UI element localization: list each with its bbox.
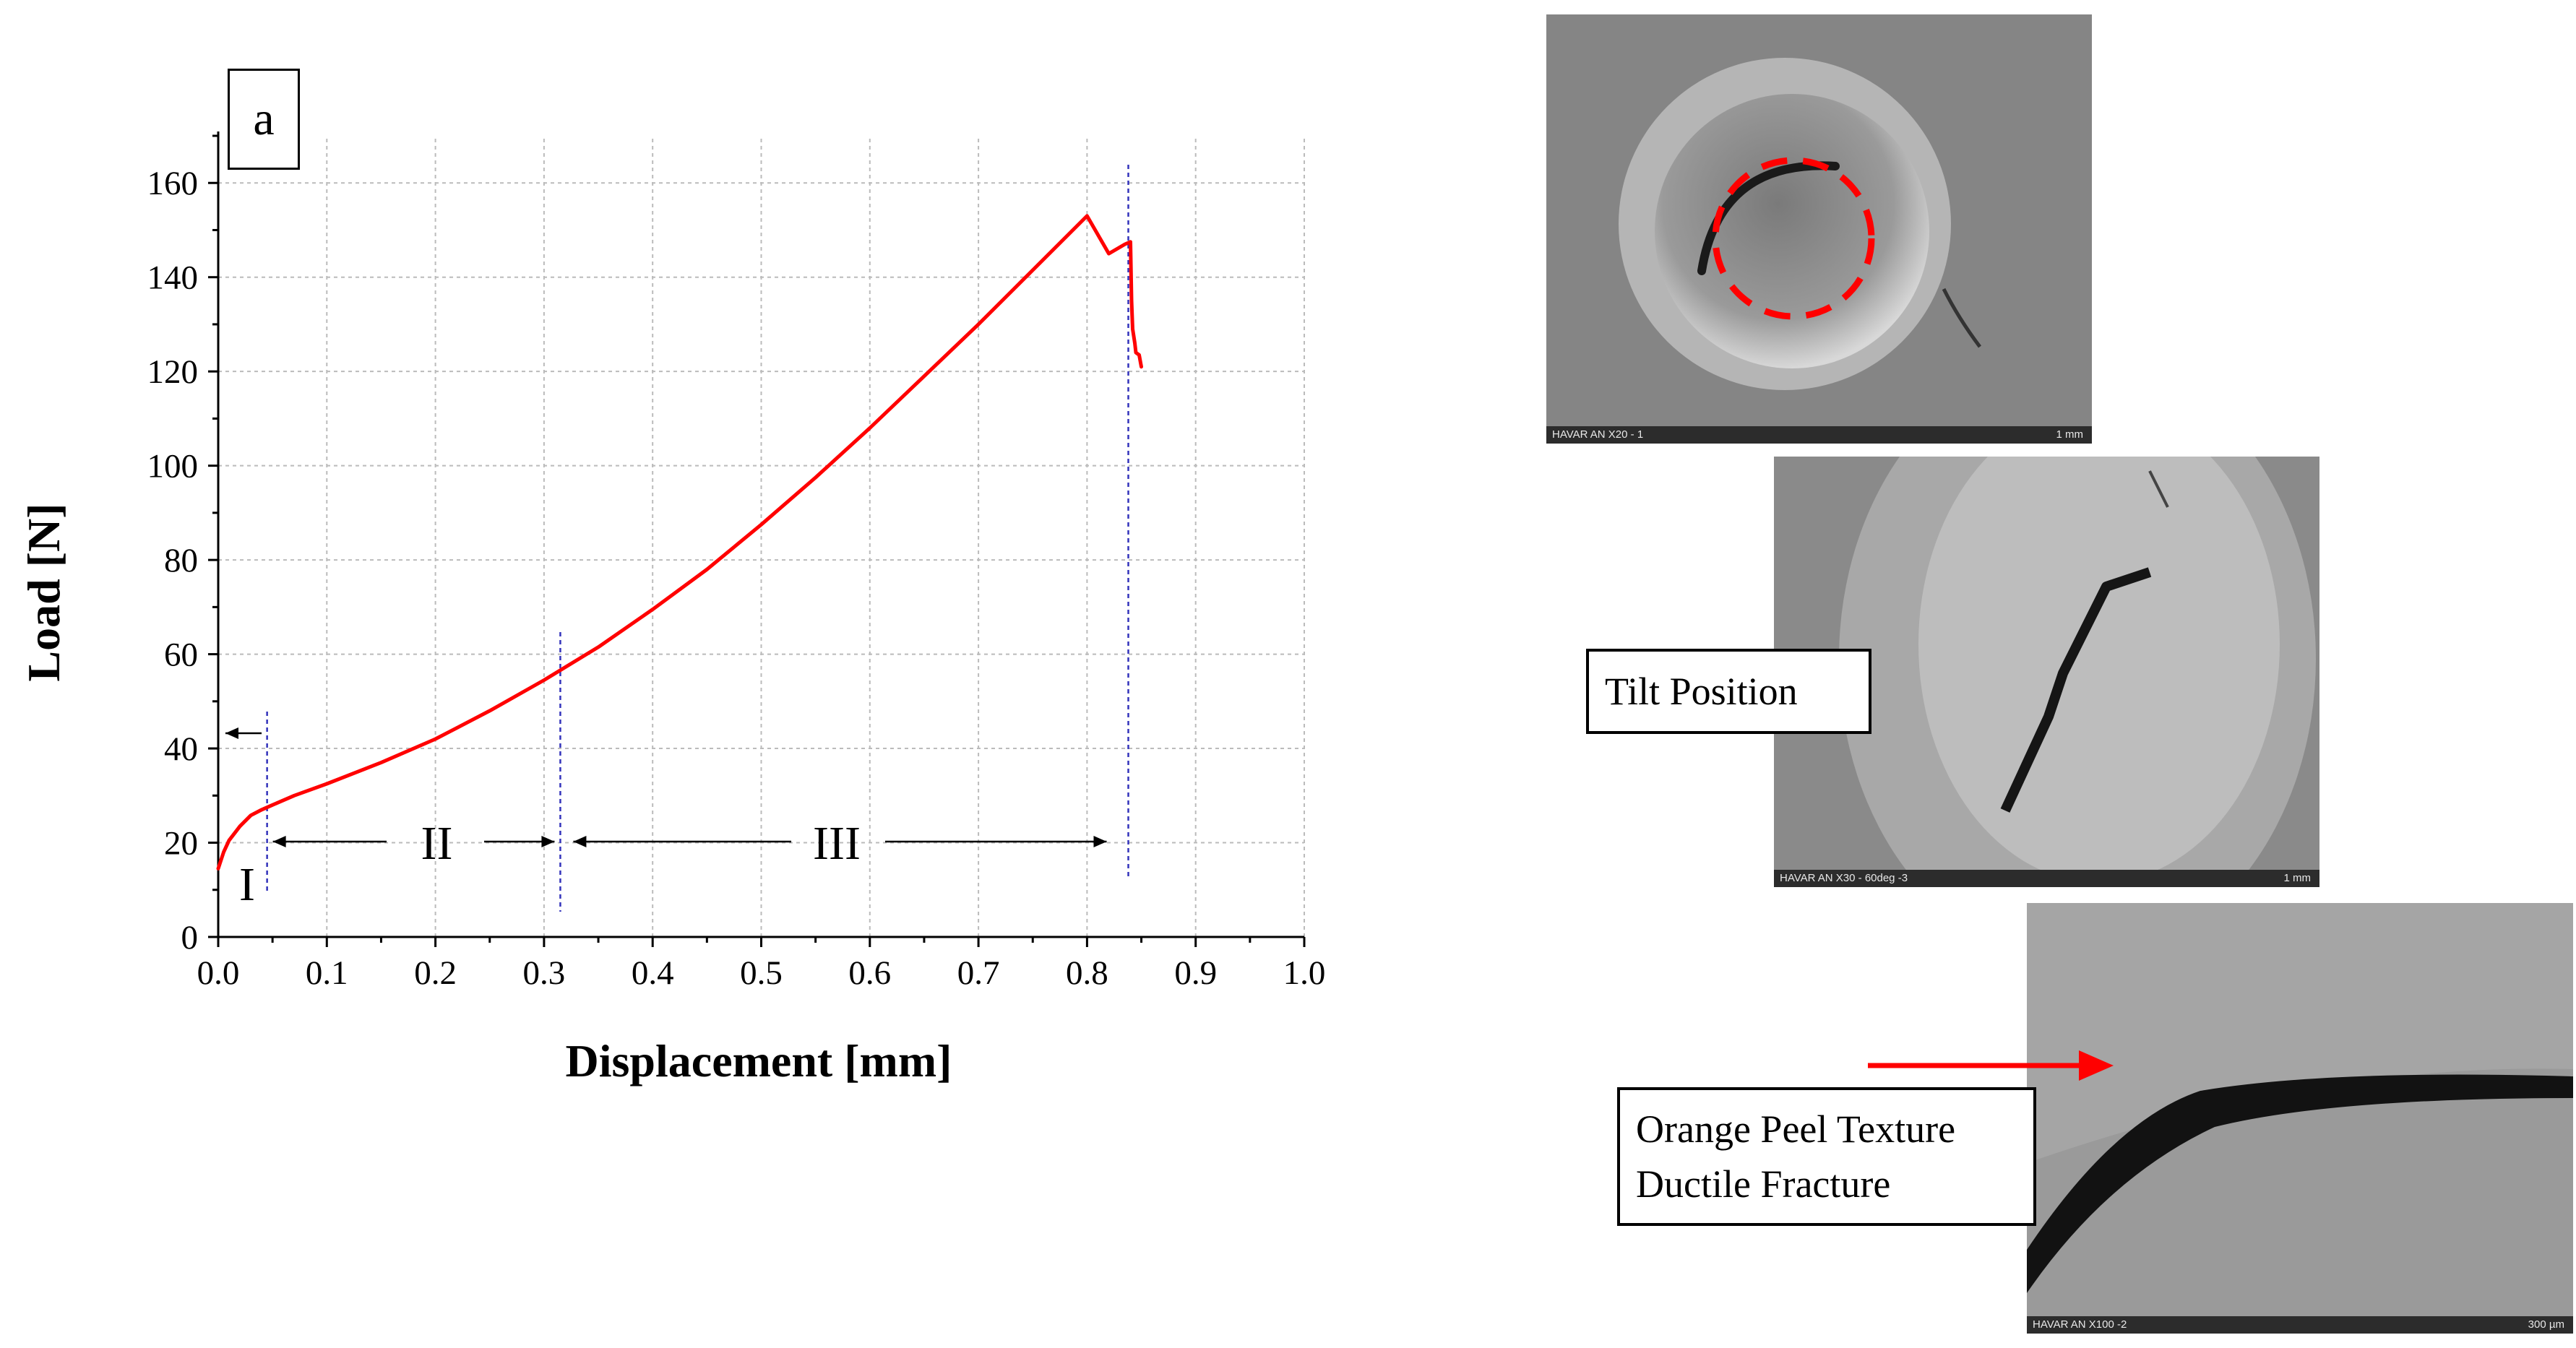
y-tick-label: 140 bbox=[147, 259, 199, 297]
arrowhead bbox=[573, 836, 587, 847]
x-tick-label: 0.7 bbox=[957, 954, 1000, 992]
arrowhead bbox=[1093, 836, 1107, 847]
sem-caption: HAVAR AN X20 - 1 bbox=[1552, 428, 1644, 441]
y-tick-label: 60 bbox=[164, 636, 198, 674]
texture-callout: Orange Peel Texture Ductile Fracture bbox=[1617, 1087, 2036, 1226]
load-curve bbox=[216, 214, 1143, 870]
load-displacement-chart: 0.0 0.1 0.2 0.3 0.4 0.5 0.6 0.7 0.8 0.9 1.0 0 20 40 60… bbox=[18, 131, 1326, 1086]
arrowhead bbox=[225, 727, 238, 739]
x-tick-label: 0.2 bbox=[414, 954, 457, 992]
sem-caption: HAVAR AN X30 - 60deg -3 bbox=[1780, 872, 1908, 884]
y-axis-title: Load [N] bbox=[18, 503, 69, 681]
region-label-I: I bbox=[239, 858, 255, 911]
axes: 0.0 0.1 0.2 0.3 0.4 0.5 0.6 0.7 0.8 0.9 1.0 0 20 40 60… bbox=[147, 131, 1326, 992]
scale-bar: 1 mm bbox=[2056, 428, 2084, 441]
y-tick-label: 100 bbox=[147, 448, 199, 485]
y-tick-label: 0 bbox=[181, 919, 199, 956]
tilt-position-text: Tilt Position bbox=[1605, 670, 1798, 713]
x-tick-label: 0.9 bbox=[1174, 954, 1217, 992]
region-annotations: III III bbox=[225, 727, 1107, 911]
region-dividers bbox=[266, 165, 1129, 912]
highlight-circle bbox=[1712, 157, 1875, 320]
series bbox=[216, 214, 1143, 870]
x-tick-label: 0.6 bbox=[848, 954, 891, 992]
y-tick-label: 20 bbox=[164, 825, 198, 863]
y-tick-label: 40 bbox=[164, 730, 198, 768]
panel-a-label: a bbox=[228, 69, 300, 170]
grid bbox=[218, 136, 1305, 937]
x-tick-label: 0.4 bbox=[632, 954, 674, 992]
y-tick-label: 120 bbox=[147, 353, 199, 391]
y-tick-label: 80 bbox=[164, 542, 198, 579]
tilt-position-callout: Tilt Position bbox=[1586, 649, 1871, 734]
sem-image-bottom: HAVAR AN X100 -2 300 µm bbox=[2027, 903, 2573, 1334]
texture-line-1: Orange Peel Texture bbox=[1636, 1107, 1956, 1151]
sem-caption: HAVAR AN X100 -2 bbox=[2033, 1318, 2127, 1331]
y-tick-label: 160 bbox=[147, 165, 199, 202]
scale-bar: 300 µm bbox=[2528, 1318, 2564, 1331]
x-tick-label: 0.3 bbox=[523, 954, 566, 992]
region-label-II: II bbox=[421, 817, 453, 870]
region-label-III: III bbox=[813, 817, 861, 870]
x-tick-label: 1.0 bbox=[1283, 954, 1326, 992]
x-tick-label: 0.5 bbox=[740, 954, 783, 992]
texture-line-2: Ductile Fracture bbox=[1636, 1162, 1891, 1206]
red-arrow bbox=[1868, 1050, 2114, 1081]
x-tick-label: 0.1 bbox=[306, 954, 348, 992]
x-axis-title: Displacement [mm] bbox=[566, 1035, 952, 1086]
arrowhead bbox=[541, 836, 555, 847]
x-tick-label: 0.8 bbox=[1066, 954, 1108, 992]
sem-image-top: HAVAR AN X20 - 1 1 mm bbox=[1546, 14, 2092, 444]
sem-image-middle: HAVAR AN X30 - 60deg -3 1 mm bbox=[1774, 457, 2319, 887]
arrowhead bbox=[272, 836, 286, 847]
x-tick-label: 0.0 bbox=[197, 954, 240, 992]
scale-bar: 1 mm bbox=[2283, 872, 2312, 884]
